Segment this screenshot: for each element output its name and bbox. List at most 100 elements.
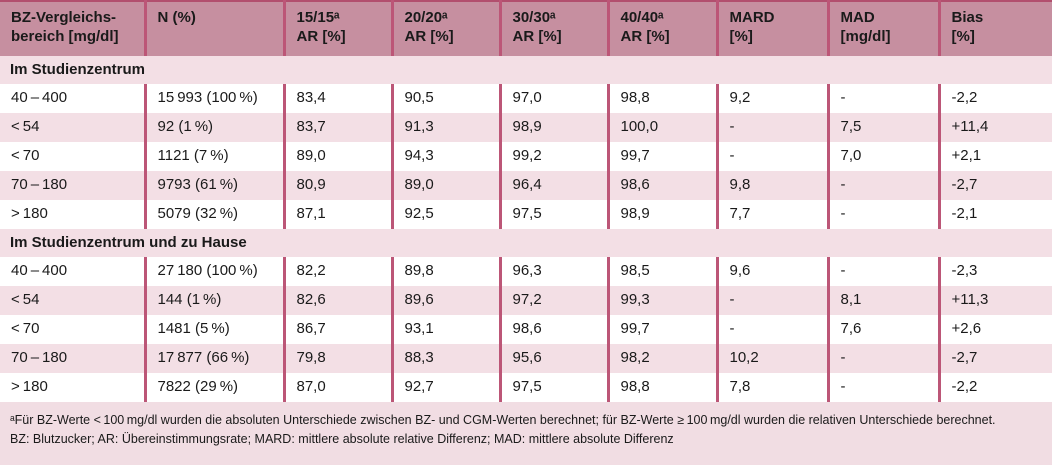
table-cell: 98,5 — [608, 257, 719, 286]
table-cell: 9,2 — [717, 84, 830, 113]
column-header-30-30-ar: 30/30ᵃ AR [%] — [500, 1, 610, 56]
table-cell: 87,1 — [284, 200, 394, 229]
table-cell: +2,1 — [939, 142, 1052, 171]
table-cell: -2,7 — [939, 171, 1052, 200]
table-cell: < 70 — [0, 142, 147, 171]
table-cell: - — [828, 373, 941, 402]
table-cell: 99,7 — [608, 142, 719, 171]
table-cell: 80,9 — [284, 171, 394, 200]
table-cell: 99,7 — [608, 315, 719, 344]
table-cell: 17 877 (66 %) — [145, 344, 286, 373]
table-cell: 86,7 — [284, 315, 394, 344]
table-cell: - — [828, 344, 941, 373]
table-cell: 97,5 — [500, 373, 610, 402]
table-cell: -2,3 — [939, 257, 1052, 286]
table-row: < 54 92 (1 %) 83,7 91,3 98,9 100,0 - 7,5… — [0, 113, 1052, 142]
column-header-mard: MARD [%] — [717, 1, 830, 56]
table-cell: 98,8 — [608, 84, 719, 113]
table-cell: 89,0 — [284, 142, 394, 171]
table-cell: 1121 (7 %) — [145, 142, 286, 171]
table-row: > 180 7822 (29 %) 87,0 92,7 97,5 98,8 7,… — [0, 373, 1052, 402]
table-cell: - — [828, 257, 941, 286]
footnote-abbreviations: BZ: Blutzucker; AR: Übereinstimmungsrate… — [10, 431, 674, 446]
bz-comparison-table: BZ-Vergleichs-bereich [mg/dl] N (%) 15/1… — [0, 0, 1052, 402]
table-cell: 7,5 — [828, 113, 941, 142]
footnote-method: ᵃFür BZ-Werte < 100 mg/dl wurden die abs… — [10, 413, 996, 427]
column-header-n: N (%) — [145, 1, 286, 56]
table-cell: 98,8 — [608, 373, 719, 402]
table-cell: 15 993 (100 %) — [145, 84, 286, 113]
table-cell: 79,8 — [284, 344, 394, 373]
table-cell: 99,2 — [500, 142, 610, 171]
table-row: < 70 1121 (7 %) 89,0 94,3 99,2 99,7 - 7,… — [0, 142, 1052, 171]
table-cell: 92 (1 %) — [145, 113, 286, 142]
table-cell: 70 – 180 — [0, 171, 147, 200]
table-cell: 83,7 — [284, 113, 394, 142]
table-cell: - — [828, 171, 941, 200]
table-cell: 98,6 — [500, 315, 610, 344]
table-cell: 7822 (29 %) — [145, 373, 286, 402]
section-title: Im Studienzentrum — [0, 56, 1052, 84]
table-cell: 144 (1 %) — [145, 286, 286, 315]
table-cell: -2,7 — [939, 344, 1052, 373]
table-cell: 97,0 — [500, 84, 610, 113]
table-row: < 70 1481 (5 %) 86,7 93,1 98,6 99,7 - 7,… — [0, 315, 1052, 344]
table-cell: 100,0 — [608, 113, 719, 142]
table-cell: -2,1 — [939, 200, 1052, 229]
table-cell: 7,7 — [717, 200, 830, 229]
table-cell: - — [828, 200, 941, 229]
table-cell: - — [717, 142, 830, 171]
table-cell: 90,5 — [392, 84, 502, 113]
column-header-20-20-ar: 20/20ᵃ AR [%] — [392, 1, 502, 56]
table-cell: < 70 — [0, 315, 147, 344]
table-cell: 40 – 400 — [0, 84, 147, 113]
table-footnotes: ᵃFür BZ-Werte < 100 mg/dl wurden die abs… — [0, 402, 1052, 464]
table-cell: -2,2 — [939, 84, 1052, 113]
table-cell: 8,1 — [828, 286, 941, 315]
table-cell: 93,1 — [392, 315, 502, 344]
table-cell: 98,9 — [500, 113, 610, 142]
table-cell: 7,6 — [828, 315, 941, 344]
table-cell: 83,4 — [284, 84, 394, 113]
table-cell: +11,4 — [939, 113, 1052, 142]
table-cell: 82,6 — [284, 286, 394, 315]
table-row: 70 – 180 9793 (61 %) 80,9 89,0 96,4 98,6… — [0, 171, 1052, 200]
table-cell: 97,2 — [500, 286, 610, 315]
table-cell: 96,3 — [500, 257, 610, 286]
table-cell: -2,2 — [939, 373, 1052, 402]
table-cell: 88,3 — [392, 344, 502, 373]
column-header-bz-bereich: BZ-Vergleichs-bereich [mg/dl] — [0, 1, 147, 56]
table-cell: - — [717, 113, 830, 142]
table-cell: 7,0 — [828, 142, 941, 171]
table-cell: 9793 (61 %) — [145, 171, 286, 200]
table-cell: > 180 — [0, 200, 147, 229]
column-header-15-15-ar: 15/15ᵃ AR [%] — [284, 1, 394, 56]
table-row: 40 – 400 15 993 (100 %) 83,4 90,5 97,0 9… — [0, 84, 1052, 113]
table-cell: 9,6 — [717, 257, 830, 286]
table-cell: 27 180 (100 %) — [145, 257, 286, 286]
table-cell: < 54 — [0, 286, 147, 315]
table-cell: 40 – 400 — [0, 257, 147, 286]
table-cell: 92,7 — [392, 373, 502, 402]
column-header-mad: MAD [mg/dl] — [828, 1, 941, 56]
table-cell: - — [828, 84, 941, 113]
table-cell: 99,3 — [608, 286, 719, 315]
table-cell: 92,5 — [392, 200, 502, 229]
section-header-studienzentrum: Im Studienzentrum — [0, 56, 1052, 84]
table-cell: 7,8 — [717, 373, 830, 402]
table-cell: +11,3 — [939, 286, 1052, 315]
table-row: 70 – 180 17 877 (66 %) 79,8 88,3 95,6 98… — [0, 344, 1052, 373]
column-header-40-40-ar: 40/40ᵃ AR [%] — [608, 1, 719, 56]
table-cell: - — [717, 315, 830, 344]
table-cell: 87,0 — [284, 373, 394, 402]
table-row: > 180 5079 (32 %) 87,1 92,5 97,5 98,9 7,… — [0, 200, 1052, 229]
table-cell: 9,8 — [717, 171, 830, 200]
table-cell: 89,0 — [392, 171, 502, 200]
table-cell: 98,6 — [608, 171, 719, 200]
table-cell: 98,2 — [608, 344, 719, 373]
table-cell: 5079 (32 %) — [145, 200, 286, 229]
table-cell: 10,2 — [717, 344, 830, 373]
table-cell: - — [717, 286, 830, 315]
table-row: < 54 144 (1 %) 82,6 89,6 97,2 99,3 - 8,1… — [0, 286, 1052, 315]
